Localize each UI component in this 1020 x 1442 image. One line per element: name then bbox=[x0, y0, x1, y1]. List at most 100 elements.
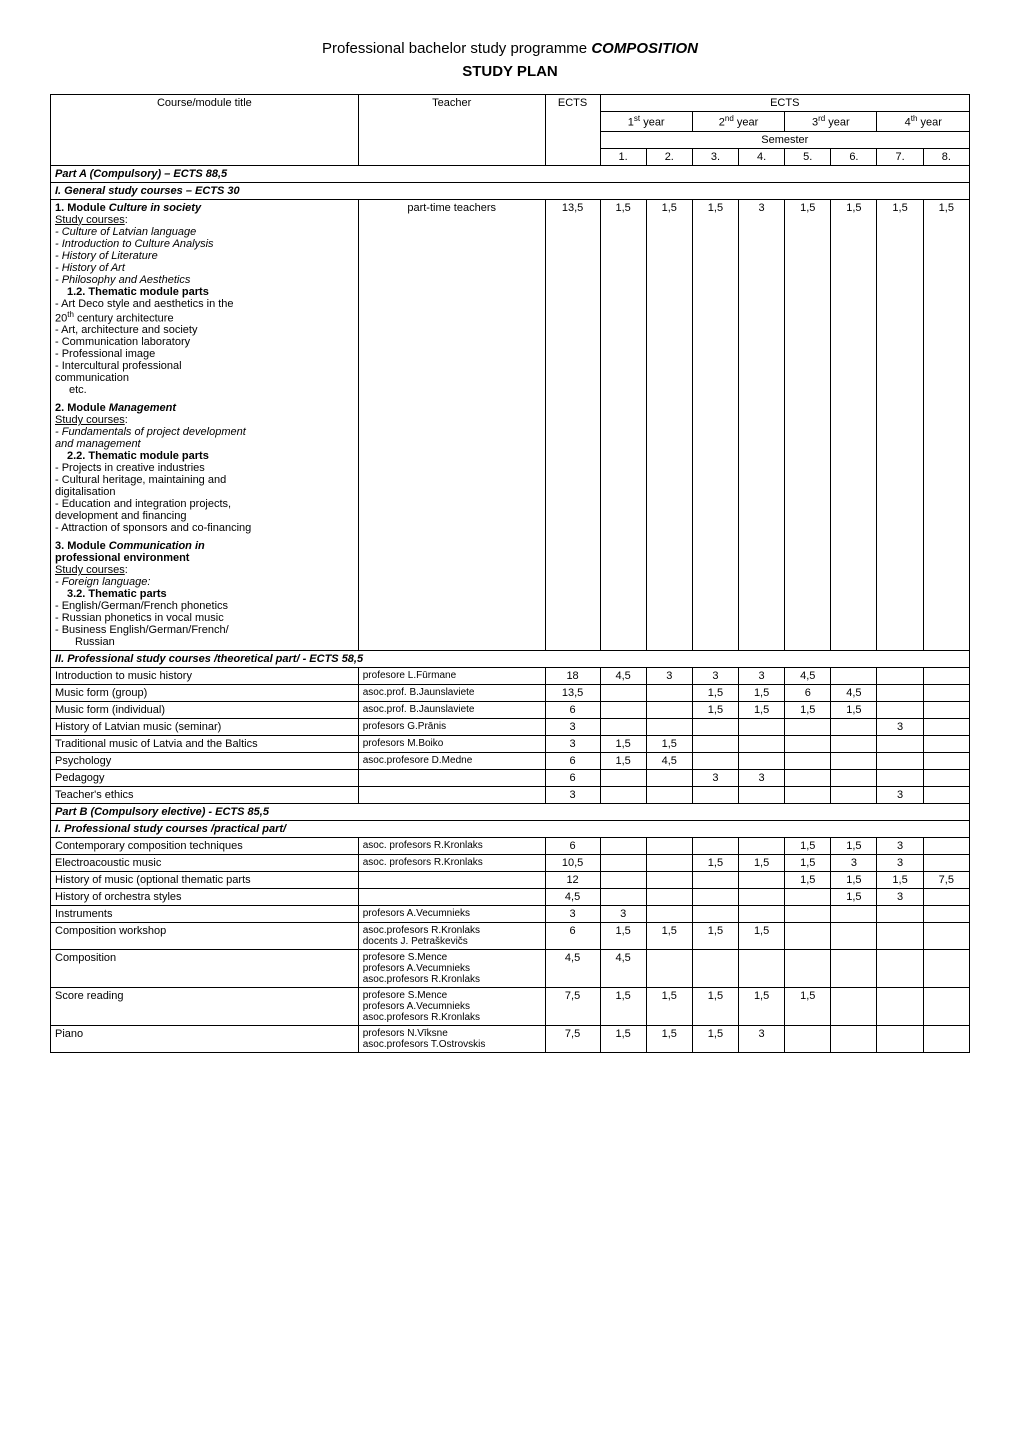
module-cell: 1. Module Culture in society Study cours… bbox=[51, 199, 359, 651]
m3-name1: Communication in bbox=[109, 540, 205, 552]
table-row: Instrumentsprofesors A.Vecumnieks33 bbox=[51, 906, 970, 923]
table-row: History of Latvian music (seminar)profes… bbox=[51, 719, 970, 736]
table-row: Electroacoustic musicasoc. profesors R.K… bbox=[51, 855, 970, 872]
sem-cell bbox=[923, 770, 969, 787]
sem-cell bbox=[831, 736, 877, 753]
table-row: Composition workshopasoc.profesors R.Kro… bbox=[51, 923, 970, 950]
teacher-cell bbox=[358, 872, 545, 889]
table-row: History of music (optional thematic part… bbox=[51, 872, 970, 889]
m2-t2b: digitalisation bbox=[55, 486, 354, 498]
ects-cell: 3 bbox=[545, 719, 600, 736]
yr4-tail: year bbox=[917, 117, 941, 129]
sec2-title: II. Professional study courses /theoreti… bbox=[51, 651, 970, 668]
ects-cell: 4,5 bbox=[545, 889, 600, 906]
m1-t4: - Professional image bbox=[55, 348, 354, 360]
m-s1: 1,5 bbox=[600, 199, 646, 651]
m3-t3a: - Business English/German/French/ bbox=[55, 624, 354, 636]
ects-cell: 6 bbox=[545, 770, 600, 787]
m3-c1-text: - Foreign language bbox=[55, 576, 147, 588]
sem-cell: 1,5 bbox=[646, 1026, 692, 1053]
teacher-cell: profesore L.Fūrmane bbox=[358, 668, 545, 685]
teacher-cell: asoc.profesore D.Medne bbox=[358, 753, 545, 770]
sem-cell bbox=[785, 889, 831, 906]
sem-cell: 4,5 bbox=[831, 685, 877, 702]
sem-cell: 6 bbox=[785, 685, 831, 702]
m3-sc: Study courses: bbox=[55, 564, 354, 576]
col-ects-span: ECTS bbox=[600, 95, 969, 112]
course-cell: Music form (individual) bbox=[51, 702, 359, 719]
sem-cell bbox=[692, 787, 738, 804]
col-teacher: Teacher bbox=[358, 95, 545, 166]
m2-t2a: - Cultural heritage, maintaining and bbox=[55, 474, 354, 486]
sem-cell: 3 bbox=[692, 668, 738, 685]
m2-t3b: development and financing bbox=[55, 510, 354, 522]
part-b-sec1: I. Professional study courses /practical… bbox=[51, 821, 970, 838]
part-b-header: Part B (Compulsory elective) - ECTS 85,5 bbox=[51, 804, 970, 821]
teacher-cell bbox=[358, 787, 545, 804]
sem-cell: 3 bbox=[739, 668, 785, 685]
sem-cell bbox=[739, 906, 785, 923]
sem-cell: 1,5 bbox=[831, 838, 877, 855]
m1-c2: - Introduction to Culture Analysis bbox=[55, 238, 354, 250]
sem-cell bbox=[739, 719, 785, 736]
sem-cell bbox=[646, 950, 692, 988]
sem-cell bbox=[877, 923, 923, 950]
course-cell: Instruments bbox=[51, 906, 359, 923]
m-s8: 1,5 bbox=[923, 199, 969, 651]
sem-cell: 1,5 bbox=[600, 753, 646, 770]
m1-sc: Study courses: bbox=[55, 214, 354, 226]
sem-cell: 1,5 bbox=[739, 855, 785, 872]
col-semester: Semester bbox=[600, 131, 969, 148]
module3-title: 3. Module Communication in bbox=[55, 540, 354, 552]
m2-sc-label: Study courses bbox=[55, 414, 125, 426]
sem-cell: 3 bbox=[739, 1026, 785, 1053]
sem-cell bbox=[923, 838, 969, 855]
subtitle: STUDY PLAN bbox=[50, 63, 970, 80]
m1-t1c: century architecture bbox=[74, 312, 174, 324]
sem-cell: 1,5 bbox=[646, 736, 692, 753]
sem-cell bbox=[923, 787, 969, 804]
course-cell: History of music (optional thematic part… bbox=[51, 872, 359, 889]
sem-cell bbox=[646, 906, 692, 923]
teacher-cell bbox=[358, 770, 545, 787]
m1-t5b: communication bbox=[55, 372, 354, 384]
m2-t1: - Projects in creative industries bbox=[55, 462, 354, 474]
table-row: Compositionprofesore S.Mence profesors A… bbox=[51, 950, 970, 988]
part-a-sec2: II. Professional study courses /theoreti… bbox=[51, 651, 970, 668]
sem-cell bbox=[923, 719, 969, 736]
table-row: Traditional music of Latvia and the Balt… bbox=[51, 736, 970, 753]
m1-thematic: 1.2. Thematic module parts bbox=[55, 286, 354, 298]
course-cell: Psychology bbox=[51, 753, 359, 770]
course-cell: Piano bbox=[51, 1026, 359, 1053]
sem-cell: 1,5 bbox=[831, 889, 877, 906]
part-b-rows: Contemporary composition techniquesasoc.… bbox=[51, 838, 970, 1053]
sem-cell bbox=[600, 838, 646, 855]
sem-cell: 3 bbox=[877, 719, 923, 736]
teacher-cell: profesors N.Vīksne asoc.profesors T.Ostr… bbox=[358, 1026, 545, 1053]
course-cell: History of Latvian music (seminar) bbox=[51, 719, 359, 736]
teacher-cell bbox=[358, 889, 545, 906]
sem-cell bbox=[739, 838, 785, 855]
col-course: Course/module title bbox=[51, 95, 359, 166]
sem-cell: 1,5 bbox=[692, 685, 738, 702]
sem-cell bbox=[785, 906, 831, 923]
m1-c3: - History of Literature bbox=[55, 250, 354, 262]
teacher-cell: profesors M.Boiko bbox=[358, 736, 545, 753]
sem-cell bbox=[923, 923, 969, 950]
ects-cell: 10,5 bbox=[545, 855, 600, 872]
yr2-tail: year bbox=[734, 117, 758, 129]
sem-cell bbox=[923, 988, 969, 1026]
sem-cell bbox=[646, 770, 692, 787]
sem-cell bbox=[785, 719, 831, 736]
sem-cell bbox=[646, 685, 692, 702]
course-cell: Teacher's ethics bbox=[51, 787, 359, 804]
table-row: Score readingprofesore S.Mence profesors… bbox=[51, 988, 970, 1026]
course-cell: Composition bbox=[51, 950, 359, 988]
table-row: Introduction to music historyprofesore L… bbox=[51, 668, 970, 685]
sem-cell bbox=[877, 702, 923, 719]
sem-cell bbox=[831, 1026, 877, 1053]
module1-title: 1. Module Culture in society bbox=[55, 202, 354, 214]
ects-cell: 13,5 bbox=[545, 685, 600, 702]
sem-cell bbox=[923, 702, 969, 719]
sem-cell bbox=[600, 872, 646, 889]
